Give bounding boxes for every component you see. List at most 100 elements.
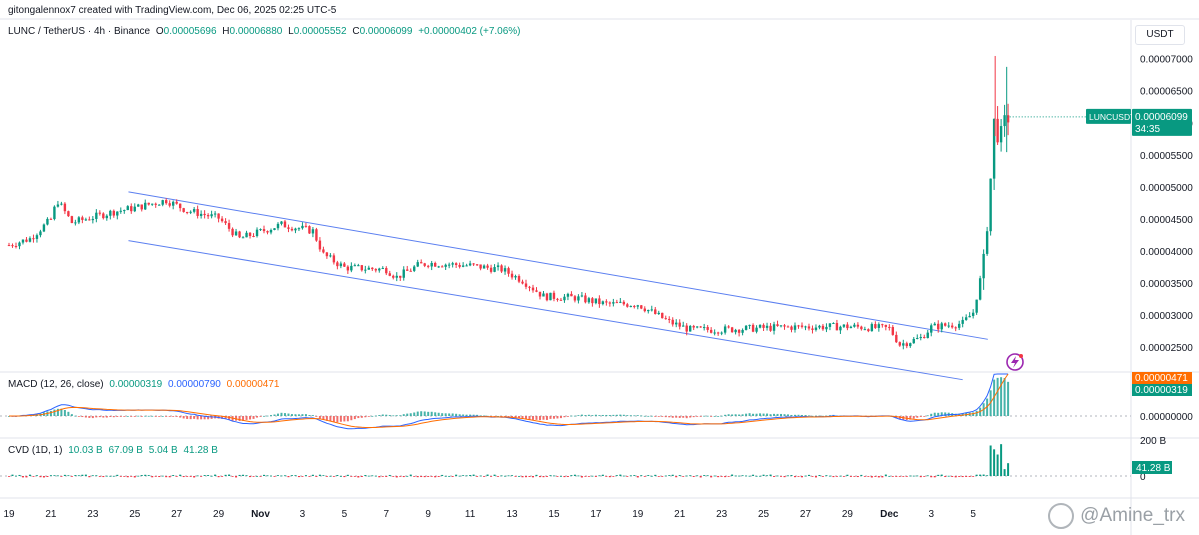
macd-histogram-bar: [818, 415, 821, 417]
cvd-bar: [290, 475, 293, 476]
currency-selector[interactable]: USDT: [1135, 25, 1185, 45]
macd-histogram-bar: [126, 415, 129, 417]
countdown-text: 34:35: [1135, 124, 1160, 135]
candle-body: [961, 319, 964, 324]
macd-histogram-bar: [434, 412, 437, 416]
cvd-bar: [476, 476, 479, 477]
cvd-bar: [25, 476, 28, 478]
macd-histogram-bar: [346, 416, 349, 422]
candle-body: [769, 325, 772, 331]
price-tick-label: 0.00003000: [1140, 311, 1193, 322]
cvd-value-3: 5.04 B: [148, 445, 178, 456]
descending-channel[interactable]: [128, 191, 988, 381]
price-tick-label: 0.00005000: [1140, 183, 1193, 194]
cvd-bar: [654, 474, 657, 476]
cvd-bar: [821, 476, 824, 477]
cvd-bar: [650, 475, 653, 477]
cvd-bar: [308, 476, 311, 477]
macd-histogram-bar: [427, 411, 430, 416]
candle-body: [968, 315, 971, 318]
cvd-bar: [905, 476, 908, 477]
cvd-bar: [186, 476, 189, 477]
candle-body: [266, 231, 269, 233]
candle-body: [570, 293, 573, 297]
cvd-bar: [839, 475, 842, 477]
cvd-bar: [18, 474, 21, 476]
macd-histogram-bar: [563, 416, 566, 418]
candle-body: [234, 231, 238, 236]
candle-body: [109, 210, 112, 216]
macd-histogram-bar: [112, 416, 115, 418]
macd-histogram-bar: [207, 416, 210, 420]
cvd-bar: [790, 475, 793, 476]
candle-body: [77, 217, 81, 223]
macd-label[interactable]: MACD (12, 26, close): [8, 379, 104, 390]
candle-body: [420, 262, 423, 264]
candle-body: [53, 206, 56, 220]
candle-body: [158, 204, 161, 206]
candle-body: [675, 322, 678, 325]
alert-lightning-icon[interactable]: [1006, 353, 1024, 371]
cvd-bar: [661, 476, 664, 477]
cvd-tick-label: 0: [1140, 472, 1146, 483]
candle-body: [123, 210, 126, 212]
macd-histogram-bar: [301, 414, 304, 416]
symbol-name[interactable]: LUNC / TetherUS · 4h · Binance: [8, 26, 151, 37]
cvd-bar: [53, 475, 56, 477]
cvd-bar: [598, 475, 601, 477]
candle-body: [116, 211, 119, 216]
cvd-bar: [214, 474, 217, 476]
high-label: H: [222, 26, 230, 37]
candle-body: [220, 218, 224, 222]
time-axis[interactable]: 19 21 23 25 27 29 Nov 3 5 7 9 11 13 15 17 19 21 23 25 27 29 D…: [3, 509, 976, 520]
cvd-bar: [566, 476, 569, 477]
macd-histogram-bar: [245, 416, 248, 420]
macd-histogram-bar: [343, 416, 346, 422]
candle-body: [7, 245, 11, 247]
candle-body: [168, 203, 171, 206]
candle-body: [28, 238, 32, 242]
candle-body: [171, 201, 175, 206]
macd-histogram-bar: [622, 414, 625, 416]
macd-histogram-bar: [912, 416, 915, 419]
cvd-bar: [794, 476, 796, 478]
macd-histogram-bar: [193, 416, 196, 419]
macd-histogram-bar: [266, 415, 269, 417]
price-axis[interactable]: 0.000070000.000065000.000060000.00005500…: [1140, 55, 1193, 354]
cvd-value-1: 10.03 B: [68, 445, 103, 456]
candle-body: [713, 332, 716, 334]
price-tick-label: 0.00004500: [1140, 215, 1193, 226]
cvd-bar: [769, 474, 772, 476]
time-tick-label: 29: [842, 509, 854, 520]
cvd-bar: [734, 475, 737, 477]
macd-histogram-bar: [745, 413, 748, 416]
macd-histogram-bar: [1003, 377, 1006, 416]
cvd-bar: [39, 476, 42, 478]
candle-body: [510, 273, 514, 278]
time-tick-label: 19: [3, 509, 15, 520]
macd-histogram-bar: [332, 416, 335, 422]
cvd-bar: [154, 476, 157, 477]
cvd-bar: [504, 475, 507, 477]
cvd-label[interactable]: CVD (1D, 1): [8, 445, 63, 456]
macd-histogram-bar: [545, 416, 548, 420]
candle-body: [951, 325, 954, 328]
candle-body: [919, 337, 922, 339]
cvd-bar: [1007, 463, 1010, 476]
candle-body: [835, 322, 839, 331]
candle-body: [392, 275, 395, 278]
macd-histogram-bar: [109, 416, 112, 417]
macd-histogram-bar: [919, 416, 922, 417]
macd-histogram-bar: [664, 416, 667, 418]
macd-histogram-bar: [140, 416, 143, 417]
candle-body: [783, 325, 786, 327]
cvd-bar: [245, 475, 248, 477]
macd-histogram-bar: [186, 416, 189, 419]
macd-histogram-bar: [406, 413, 409, 416]
candle-body: [699, 326, 702, 328]
macd-histogram-bar: [189, 416, 192, 420]
macd-histogram-bar: [392, 415, 395, 417]
cvd-value-2: 67.09 B: [108, 445, 143, 456]
candle-body: [619, 301, 622, 303]
